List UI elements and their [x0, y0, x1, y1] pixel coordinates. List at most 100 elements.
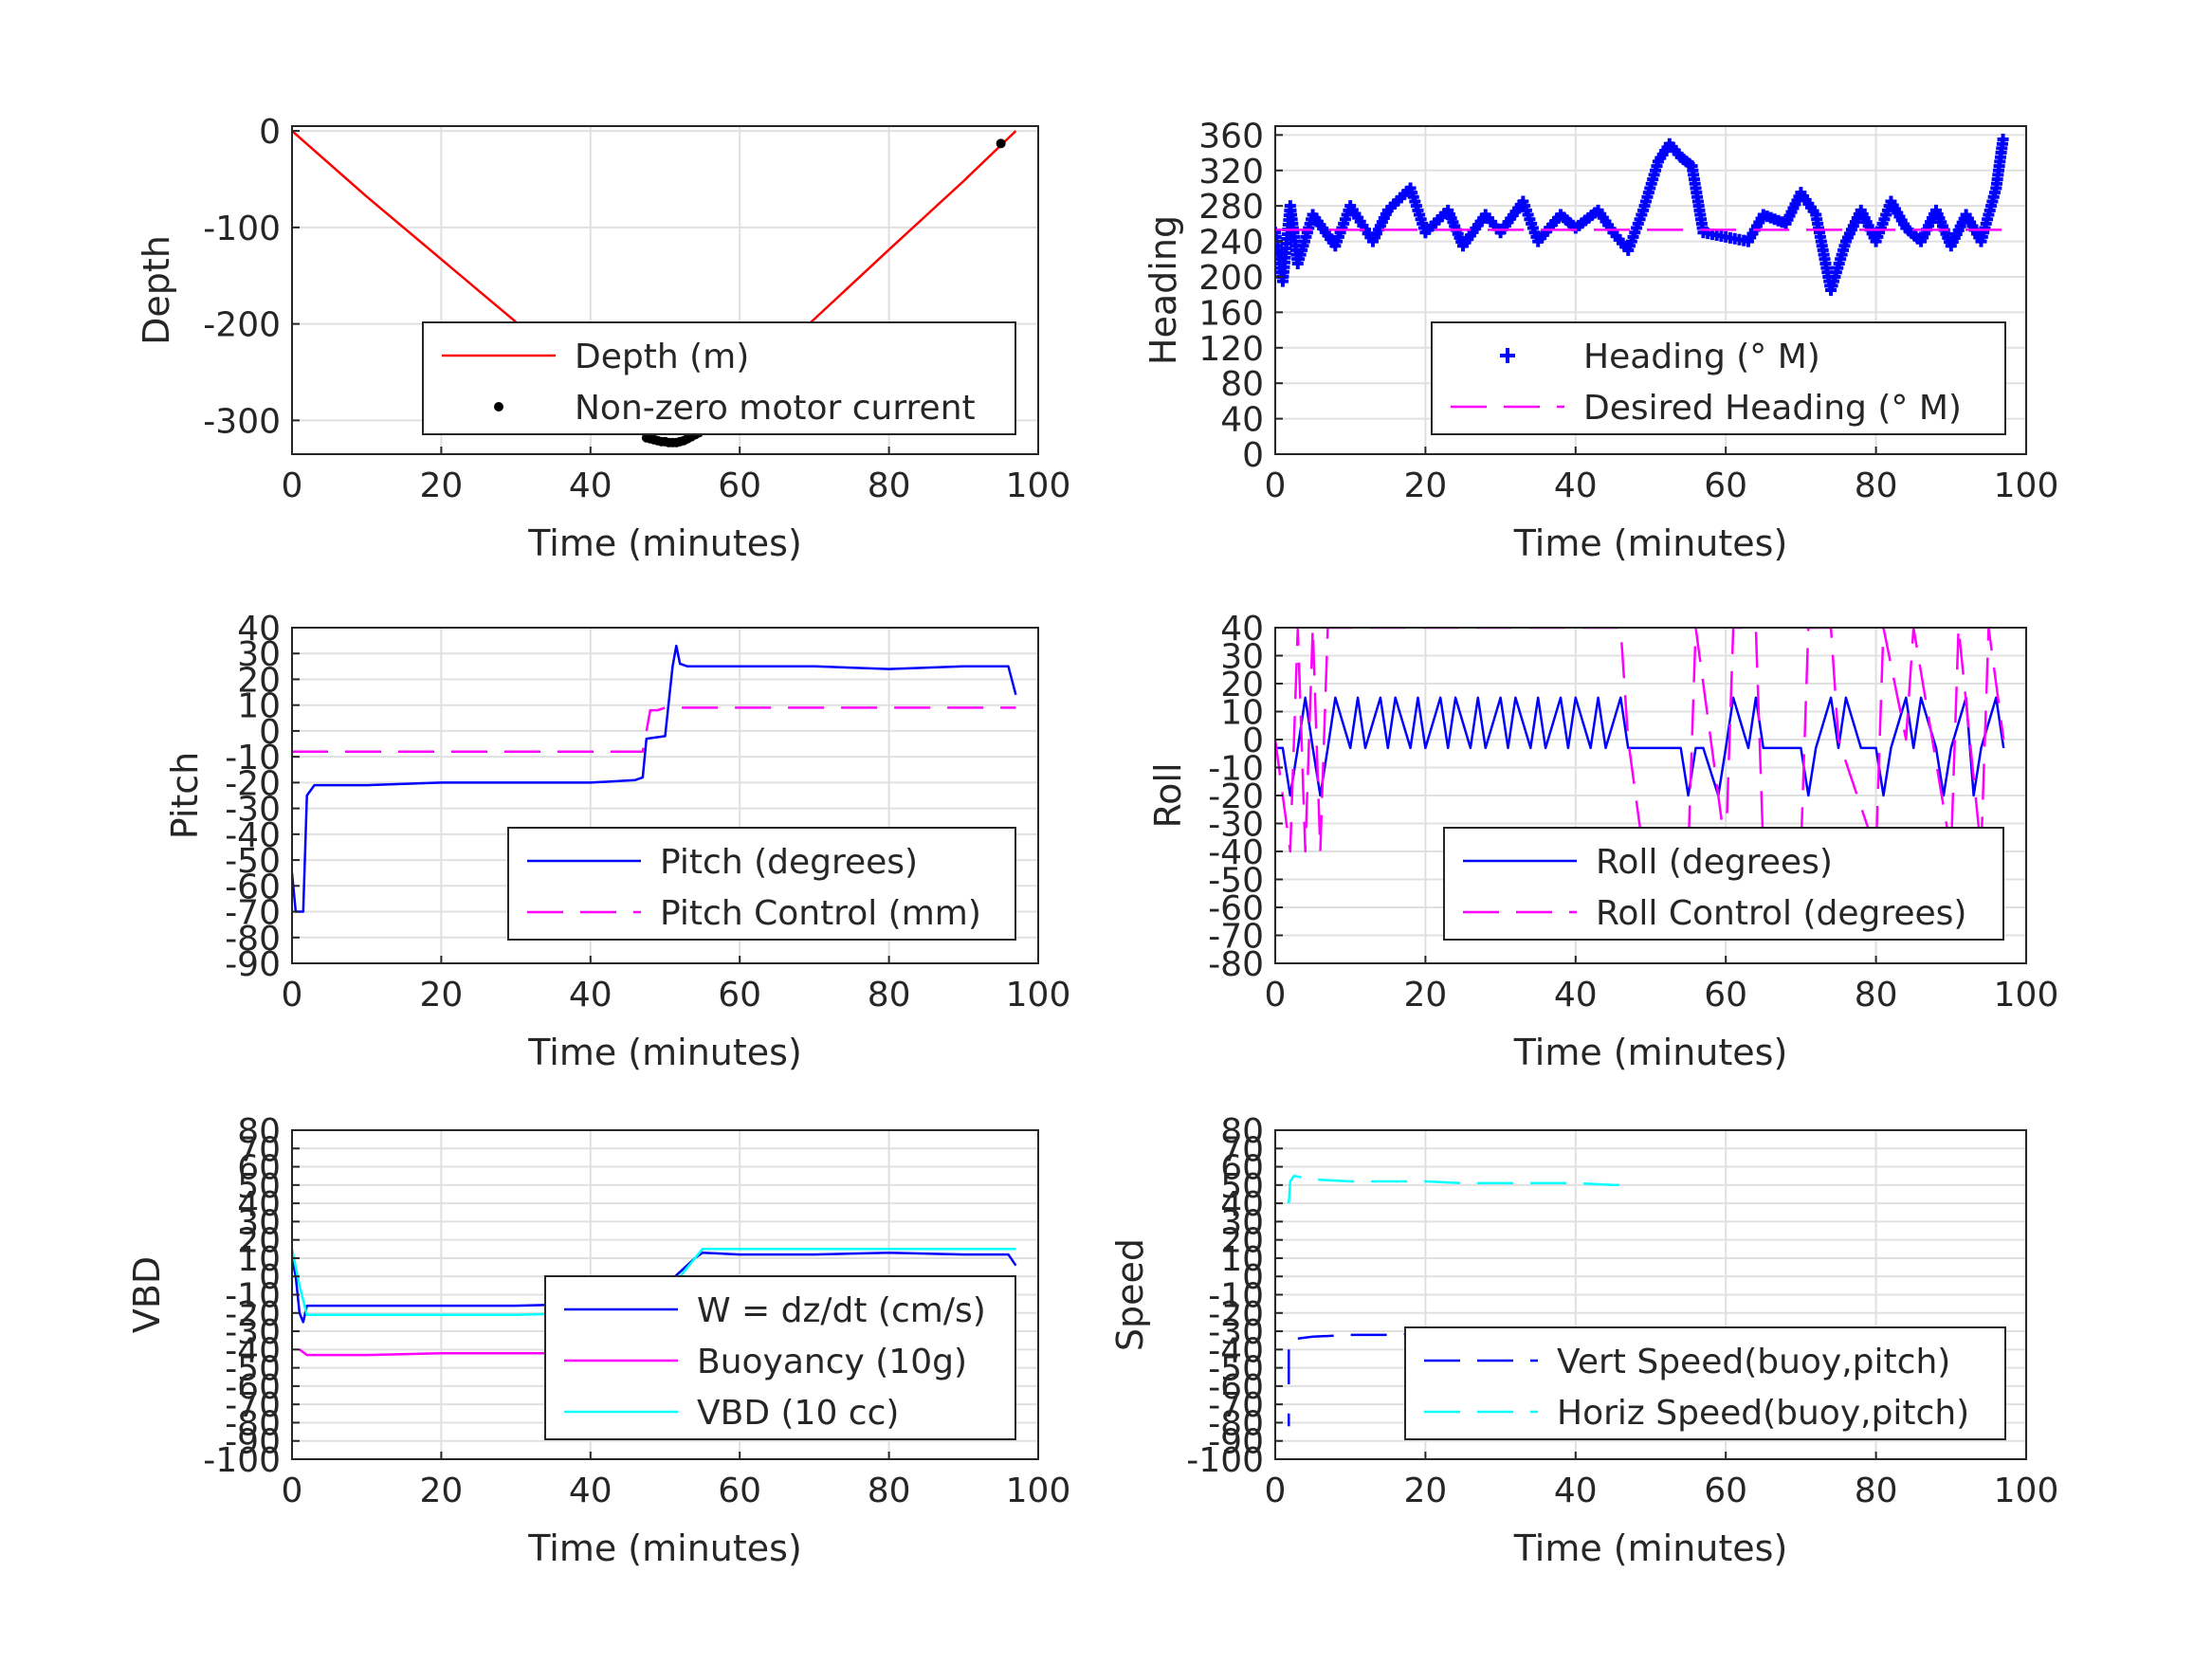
speed-ytick-label: 50 [1220, 1167, 1264, 1206]
depth-legend-box [422, 321, 1016, 435]
vbd-ytick-label: -100 [203, 1441, 281, 1480]
depth-xtick-label: 0 [282, 466, 303, 505]
chart-heading: 0 20 40 60 80 10004080120160200240280320360Ti… [1143, 117, 2058, 564]
speed-ytick-label: -50 [1208, 1350, 1264, 1389]
speed-ytick-label: 40 [1220, 1185, 1264, 1224]
pitch-ytick-label: -10 [225, 739, 281, 777]
heading-ytick-label: 360 [1198, 117, 1264, 155]
pitch-xtick-label: 80 [868, 976, 911, 1015]
depth-legend: Depth (m) Non-zero motor current [422, 321, 1016, 435]
vbd-xtick-label: 40 [569, 1472, 612, 1510]
depth-ylabel: Depth [136, 235, 177, 345]
heading-ytick-label: 0 [1242, 436, 1264, 475]
heading-axes-box [1274, 125, 2027, 455]
speed-xtick-label: 80 [1855, 1472, 1898, 1510]
roll-ytick-label: -50 [1208, 862, 1264, 901]
heading-ytick-label: 160 [1198, 294, 1264, 333]
pitch-ytick-label: -90 [225, 945, 281, 984]
roll-ytick-label: -60 [1208, 889, 1264, 928]
pitch-ytick-label: -20 [225, 764, 281, 803]
vbd-xtick-label: 20 [419, 1472, 463, 1510]
vbd-ytick-label: -80 [225, 1404, 281, 1443]
vbd-ytick-label: -90 [225, 1423, 281, 1462]
vbd-ytick-label: -70 [225, 1386, 281, 1425]
vbd-ytick-label: -20 [225, 1295, 281, 1334]
pitch-ylabel: Pitch [164, 752, 206, 840]
pitch-xtick-label: 40 [569, 976, 612, 1015]
speed-ytick-label: 60 [1220, 1149, 1264, 1188]
speed-ytick-label: 10 [1220, 1240, 1264, 1279]
pitch-xlabel: Time (minutes) [527, 1032, 802, 1073]
vbd-ytick-label: -40 [225, 1331, 281, 1370]
heading-legend-label: Desired Heading (° M) [1583, 389, 1962, 428]
depth-ytick-label: 0 [259, 113, 281, 152]
pitch-xtick-label: 60 [718, 976, 761, 1015]
roll-ytick-label: 30 [1220, 638, 1264, 677]
roll-ytick-label: -40 [1208, 833, 1264, 872]
pitch-ytick-label: -70 [225, 894, 281, 933]
speed-ytick-label: 70 [1220, 1130, 1264, 1169]
chart-roll: 0 20 40 60 80 100403020100-10-20-30-40-50-60-… [1147, 610, 2058, 1073]
vbd-xtick-label: 0 [282, 1472, 303, 1510]
roll-ticks: 0 20 40 60 80 100403020100-10-20-30-40-50-60-… [1208, 610, 2058, 1015]
speed-ytick-label: -40 [1208, 1331, 1264, 1370]
speed-xtick-label: 0 [1265, 1472, 1287, 1510]
speed-xtick-label: 60 [1704, 1472, 1747, 1510]
pitch-legend-box [507, 827, 1016, 941]
speed-legend: Vert Speed(buoy,pitch) Horiz Speed(buoy,p… [1404, 1326, 2006, 1440]
vbd-xtick-label: 100 [1006, 1472, 1071, 1510]
roll-ytick-label: 10 [1220, 694, 1264, 733]
depth-legend-label: Depth (m) [575, 338, 749, 376]
pitch-series-1-line [292, 706, 1016, 753]
pitch-ytick-label: -50 [225, 842, 281, 881]
depth-ytick-label: -200 [203, 306, 281, 345]
vbd-ytick-label: 80 [237, 1112, 281, 1151]
vbd-legend-label: VBD (10 cc) [697, 1394, 899, 1433]
depth-xlabel: Time (minutes) [527, 522, 802, 564]
pitch-xtick-label: 100 [1006, 976, 1071, 1015]
heading-legend-label: Heading (° M) [1583, 338, 1820, 376]
heading-ytick-label: 40 [1220, 401, 1264, 440]
vbd-ytick-label: 70 [237, 1130, 281, 1169]
depth-xtick-label: 20 [419, 466, 463, 505]
depth-xtick-label: 100 [1006, 466, 1071, 505]
chart-vbd: 0 20 40 60 80 10080706050403020100-10-20-30-4… [126, 1112, 1070, 1569]
roll-series-0-line [1275, 696, 2005, 797]
roll-ytick-label: -30 [1208, 806, 1264, 845]
roll-xlabel: Time (minutes) [1513, 1032, 1788, 1073]
depth-ticks: 0 20 40 60 80 100 0 -100 -200 -300 [203, 113, 1070, 505]
pitch-ytick-label: 10 [237, 687, 281, 726]
vbd-ytick-label: -10 [225, 1277, 281, 1316]
roll-legend-box [1443, 827, 2004, 941]
heading-xtick-label: 100 [1994, 466, 2059, 505]
speed-ytick-label: 0 [1242, 1258, 1264, 1297]
roll-ytick-label: -70 [1208, 918, 1264, 957]
heading-xtick-label: 60 [1704, 466, 1747, 505]
roll-series-group [1275, 628, 2005, 853]
speed-ytick-label: -60 [1208, 1368, 1264, 1407]
roll-ytick-label: -20 [1208, 777, 1264, 816]
depth-ytick-label: -100 [203, 210, 281, 248]
pitch-legend-label: Pitch Control (mm) [660, 894, 981, 933]
roll-ylabel: Roll [1147, 762, 1189, 828]
pitch-ytick-label: -80 [225, 920, 281, 959]
pitch-ytick-label: 40 [237, 610, 281, 649]
speed-xtick-label: 20 [1403, 1472, 1447, 1510]
speed-series-1-line [1288, 1174, 1636, 1204]
speed-legend-box [1404, 1326, 2006, 1440]
pitch-xtick-label: 0 [282, 976, 303, 1015]
vbd-ytick-label: 40 [237, 1185, 281, 1224]
heading-legend-box [1431, 321, 2006, 435]
roll-ytick-label: 20 [1220, 666, 1264, 704]
vbd-ytick-label: 10 [237, 1240, 281, 1279]
pitch-axes-box [291, 627, 1039, 964]
vbd-ticks: 0 20 40 60 80 10080706050403020100-10-20-30-4… [203, 1112, 1070, 1510]
heading-ytick-label: 280 [1198, 188, 1264, 227]
pitch-ytick-label: 20 [237, 661, 281, 700]
chart-depth: 0 20 40 60 80 100 0 -100 -200 -300 Time (minutes) D… [136, 113, 1070, 564]
roll-ytick-label: -80 [1208, 945, 1264, 984]
speed-legend-label: Vert Speed(buoy,pitch) [1557, 1343, 1950, 1381]
pitch-legend-label: Pitch (degrees) [660, 843, 918, 882]
